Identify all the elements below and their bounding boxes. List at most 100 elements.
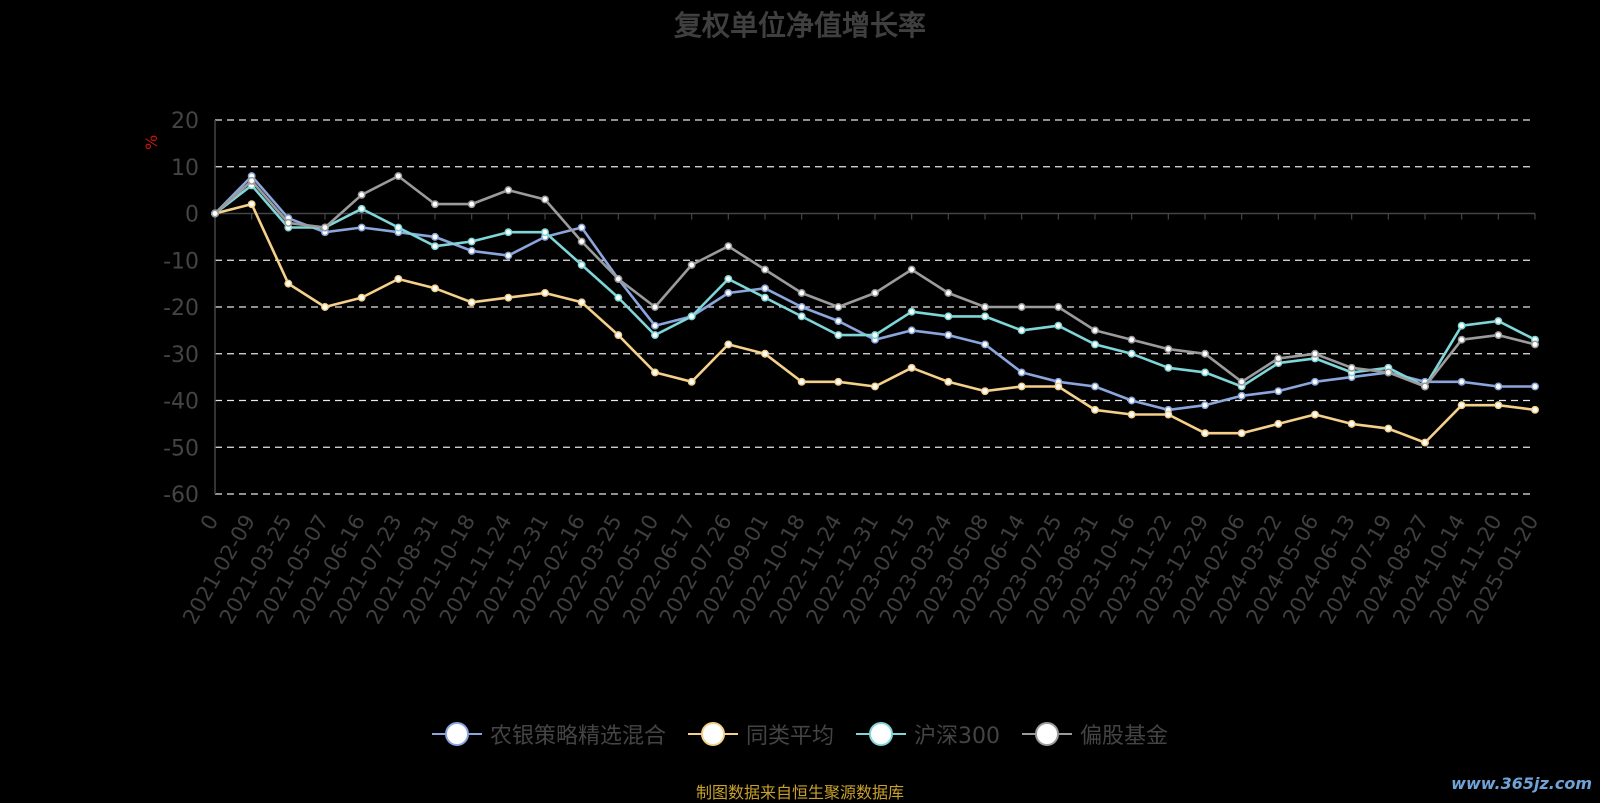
series-1-point-30: [1311, 410, 1319, 419]
series-3-point-5: [394, 172, 403, 181]
series-2-point-27: [1201, 368, 1209, 377]
series-3-point-10: [577, 237, 586, 246]
series-1-point-14: [724, 340, 733, 349]
legend-marker-3: [1035, 722, 1059, 746]
series-3-point-6: [431, 200, 439, 209]
series-3-point-12: [651, 303, 659, 311]
series-1-point-19: [907, 363, 916, 372]
series-3-point-19: [907, 265, 916, 274]
y-tick-label-1: 10: [171, 156, 199, 181]
series-0-point-30: [1311, 377, 1319, 386]
legend-item-1[interactable]: 同类平均: [687, 718, 834, 750]
series-1-point-23: [1054, 382, 1063, 391]
series-0-point-16: [797, 303, 806, 311]
y-tick-label-3: -10: [163, 249, 199, 274]
series-1-point-25: [1127, 410, 1136, 419]
legend-label-1: 同类平均: [745, 724, 834, 749]
series-2-point-7: [467, 237, 476, 246]
series-3-point-16: [797, 289, 806, 297]
series-1-point-32: [1384, 424, 1393, 433]
series-0-point-4: [357, 223, 366, 232]
series-line-3: [214, 174, 1536, 388]
series-1-point-22: [1017, 382, 1026, 391]
series-2-point-23: [1054, 321, 1063, 330]
series-0-point-15: [761, 284, 769, 293]
y-tick-label-2: 0: [185, 203, 199, 228]
series-1-point-13: [687, 377, 696, 386]
series-2-point-14: [724, 275, 733, 283]
series-1-point-36: [1531, 405, 1539, 414]
series-1-point-33: [1421, 438, 1429, 447]
series-1-point-21: [981, 387, 989, 396]
legend: 农银策略精选混合 同类平均 沪深300 偏股基金: [0, 718, 1600, 750]
series-2-point-24: [1091, 340, 1099, 349]
legend-label-3: 偏股基金: [1080, 724, 1169, 749]
chart-title: 复权单位净值增长率: [673, 9, 926, 42]
series-1-point-29: [1274, 419, 1283, 428]
series-2-point-17: [834, 331, 843, 339]
series-3-point-13: [687, 260, 696, 269]
series-2-point-12: [651, 331, 659, 339]
series-1-point-31: [1347, 419, 1356, 428]
series-3-point-29: [1274, 354, 1283, 363]
series-0-point-21: [981, 340, 989, 349]
series-1-point-10: [577, 298, 586, 307]
watermark: www.365jz.com: [1451, 774, 1592, 793]
series-0-point-7: [467, 246, 476, 255]
series-1-point-3: [321, 303, 329, 311]
series-3-point-23: [1054, 303, 1063, 311]
series-1-point-7: [467, 298, 476, 307]
series-0-point-29: [1274, 387, 1283, 396]
series-3-point-28: [1237, 377, 1246, 386]
series-3-point-36: [1531, 340, 1539, 349]
series-0-point-19: [907, 326, 916, 335]
series-1-point-11: [614, 331, 623, 339]
legend-swatch-0: [431, 722, 482, 746]
series-2-point-11: [614, 293, 623, 302]
series-2-point-18: [871, 331, 879, 339]
series-2-point-4: [357, 204, 366, 213]
series-0-point-20: [944, 331, 953, 339]
series-1-point-18: [871, 382, 879, 391]
series-2-point-26: [1164, 363, 1173, 372]
series-2-point-35: [1494, 317, 1503, 325]
series-0-point-35: [1494, 382, 1503, 391]
series-1-point-2: [284, 279, 293, 288]
y-tick-label-8: -60: [163, 483, 199, 508]
y-tick-label-5: -30: [163, 343, 199, 368]
legend-item-0[interactable]: 农银策略精选混合: [431, 718, 666, 750]
series-3-point-9: [541, 195, 549, 204]
series-2-point-20: [944, 312, 953, 321]
series-3-point-0: [211, 209, 219, 218]
series-0-point-28: [1237, 391, 1246, 400]
series-3-point-20: [944, 289, 953, 297]
series-3-point-34: [1457, 335, 1466, 344]
series-0-point-8: [504, 251, 513, 260]
series-0-point-22: [1017, 368, 1026, 377]
source-note: 制图数据来自恒生聚源数据库: [695, 783, 904, 802]
series-2-point-34: [1457, 321, 1466, 330]
series-3-point-22: [1017, 303, 1026, 311]
series-2-point-25: [1127, 349, 1136, 358]
series-1-point-5: [394, 275, 403, 283]
series-3-point-32: [1384, 368, 1393, 377]
legend-item-3[interactable]: 偏股基金: [1022, 718, 1168, 750]
series-1-point-6: [431, 284, 439, 293]
series-3-point-27: [1201, 349, 1209, 358]
legend-marker-0: [444, 722, 469, 746]
y-tick-label-6: -40: [163, 390, 199, 415]
series-3-point-30: [1311, 349, 1319, 358]
series-3-point-17: [834, 303, 843, 311]
legend-item-2[interactable]: 沪深300: [856, 718, 1000, 750]
series-2-point-22: [1017, 326, 1026, 335]
series-line-1: [214, 202, 1536, 444]
y-tick-label-4: -20: [163, 296, 199, 321]
series-3-point-7: [467, 200, 476, 209]
legend-swatch-1: [687, 722, 738, 746]
series-1-point-12: [651, 368, 659, 377]
series-2-point-6: [431, 242, 439, 251]
legend-marker-1: [700, 722, 725, 746]
series-3-point-8: [504, 186, 513, 195]
series-1-point-26: [1164, 410, 1173, 419]
series-2-point-10: [577, 260, 586, 269]
